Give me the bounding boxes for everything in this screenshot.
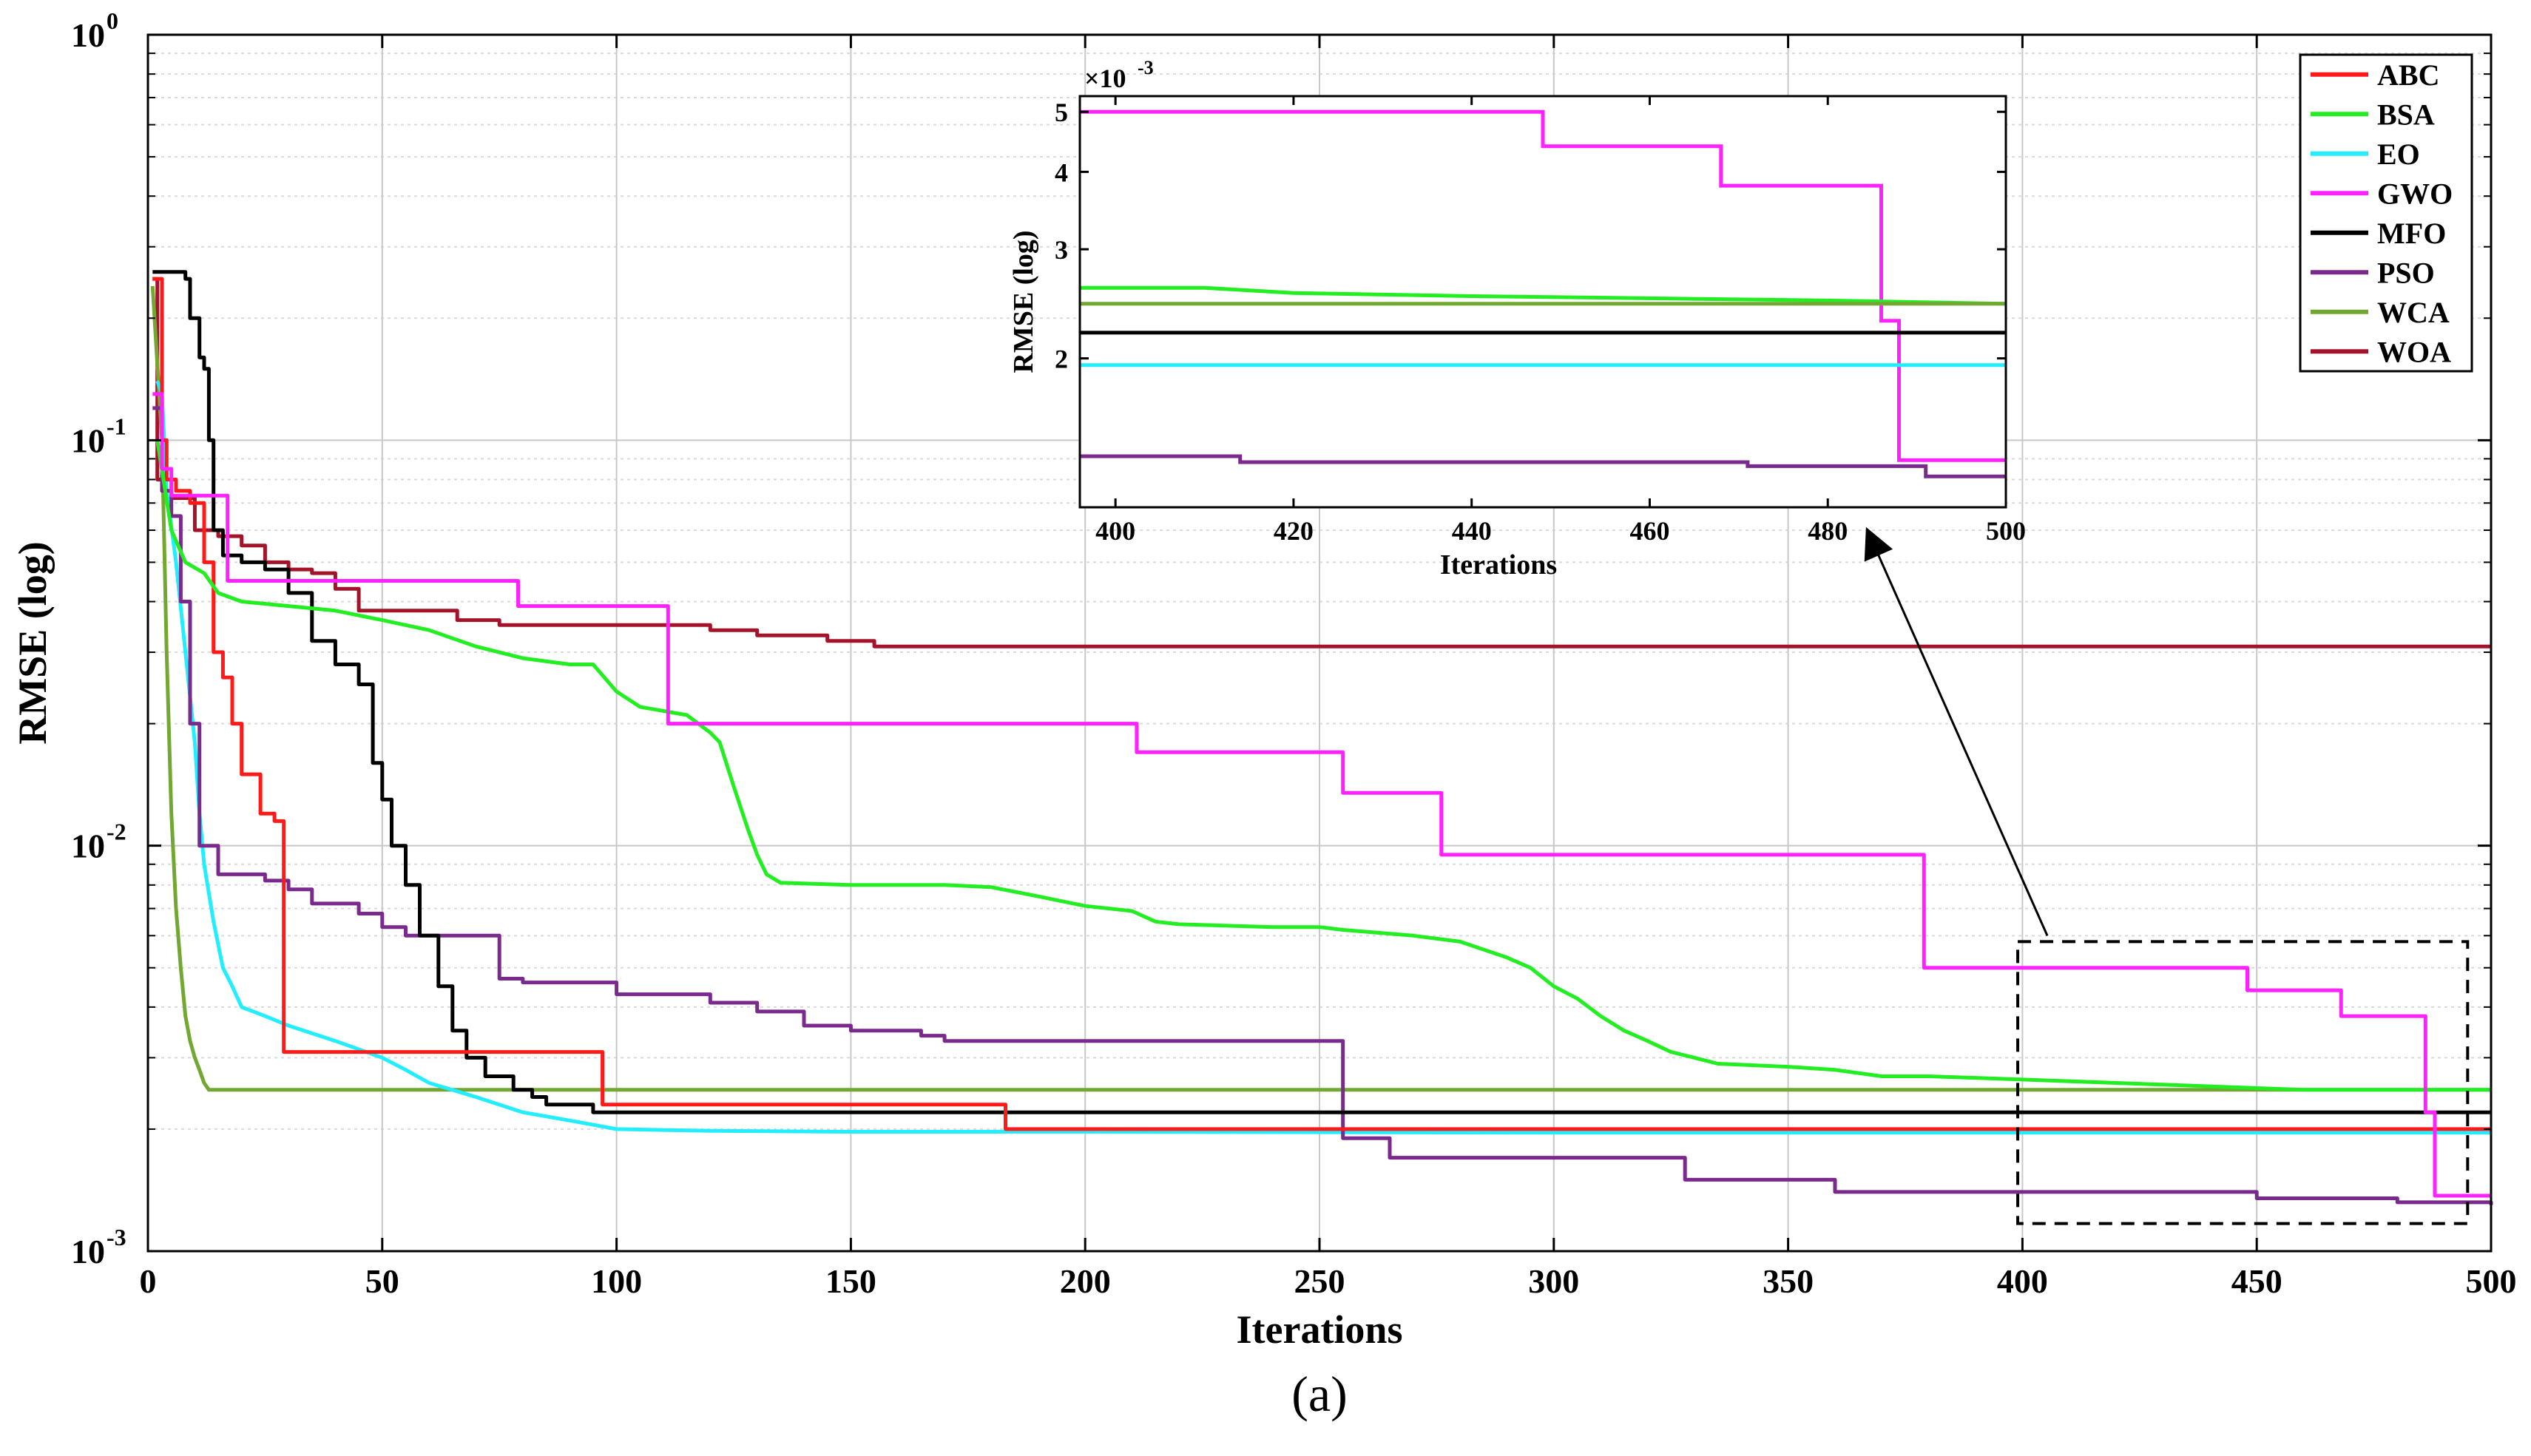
y-tick-exp: -3 [107, 1224, 126, 1250]
legend-item: WOA [2311, 335, 2451, 368]
y-tick-label: 10 -3 [71, 1224, 126, 1270]
y-tick-label: 10 0 [71, 7, 118, 54]
inset-series-group [1080, 109, 2007, 478]
legend-label: WCA [2377, 296, 2450, 329]
x-tick-label: 200 [1060, 1262, 1111, 1300]
legend-item: ABC [2311, 58, 2439, 92]
inset-x-tick-label: 480 [1808, 516, 1848, 546]
legend-label: EO [2377, 138, 2420, 171]
legend-item: MFO [2311, 217, 2446, 250]
y-tick-base: 10 [71, 16, 105, 54]
y-tick-exp: -2 [107, 819, 126, 845]
inset-series-line-bsa [1080, 285, 2007, 306]
inset-series-line-gwo [1080, 109, 2006, 462]
series-line-mfo [152, 270, 2491, 1114]
inset-x-tick-label: 420 [1274, 516, 1314, 546]
y-tick-label: 10 -1 [71, 413, 126, 459]
y-tick-label: 10 -2 [71, 819, 126, 865]
y-tick-exp: 0 [107, 7, 118, 34]
x-tick-label: 250 [1294, 1262, 1345, 1300]
inset-series-line-pso [1080, 454, 2006, 478]
series-group [150, 270, 2493, 1205]
y-tick-base: 10 [71, 1233, 105, 1270]
inset-y-tick-label: 2 [1055, 345, 1068, 374]
series-line-bsa [155, 439, 2491, 1092]
legend-label: PSO [2377, 256, 2435, 289]
legend-item: BSA [2311, 98, 2435, 131]
x-tick-label: 500 [2466, 1262, 2517, 1300]
series-line-abc [152, 277, 2491, 1131]
legend-box [2299, 53, 2473, 373]
inset-x-tick-label: 460 [1629, 516, 1669, 546]
zoom-region-box [2016, 940, 2470, 1225]
inset-y-axis-label: RMSE (log) [1008, 230, 1039, 373]
legend-label: MFO [2377, 217, 2446, 250]
inset-x-tick-label: 400 [1095, 516, 1135, 546]
series-line-gwo [152, 392, 2491, 1198]
x-tick-label: 50 [365, 1262, 399, 1300]
legend-label: ABC [2377, 58, 2439, 92]
y-tick-base: 10 [71, 421, 105, 459]
x-tick-label: 0 [140, 1262, 157, 1300]
y-tick-base: 10 [71, 827, 105, 865]
x-tick-label: 450 [2231, 1262, 2282, 1300]
inset-multiplier-exp: -3 [1138, 57, 1154, 78]
inset-y-tick-label: 4 [1055, 158, 1068, 187]
inset-x-tick-label: 500 [1986, 516, 2026, 546]
inset-multiplier-base: ×10 [1084, 64, 1126, 93]
figure-caption: (a) [1291, 1366, 1347, 1422]
series-line-wca [150, 285, 2491, 1092]
inset-y-tick-label: 3 [1055, 235, 1068, 265]
legend-item: EO [2311, 138, 2420, 171]
legend-label: GWO [2377, 177, 2453, 210]
y-tick-exp: -1 [107, 413, 126, 439]
series-line-woa [152, 277, 2491, 649]
series-line-pso [152, 406, 2493, 1205]
inset-frame [1078, 95, 2007, 509]
legend-label: BSA [2377, 98, 2435, 131]
x-tick-label: 400 [1997, 1262, 2048, 1300]
inset-y-tick-label: 5 [1055, 98, 1068, 127]
x-tick-label: 300 [1528, 1262, 1579, 1300]
x-tick-label: 150 [825, 1262, 876, 1300]
x-tick-label: 100 [591, 1262, 642, 1300]
legend-label: WOA [2377, 335, 2451, 368]
inset-x-tick-label: 440 [1452, 516, 1492, 546]
x-tick-label: 350 [1763, 1262, 1814, 1300]
inset-ticks: 400 420 440 460 480 500 2 3 4 5 [1055, 96, 2026, 546]
y-axis-label: RMSE (log) [10, 541, 55, 744]
legend-item: WCA [2311, 296, 2450, 329]
inset-x-axis-label: Iterations [1440, 549, 1557, 580]
legend: ABC BSA EO GWO MFO PSO WCA WOA [2299, 53, 2473, 373]
legend-item: GWO [2311, 177, 2453, 210]
ticks: 0 50 100 150 200 250 300 350 400 450 50010-310-210… [71, 7, 2517, 1300]
legend-item: PSO [2311, 256, 2435, 289]
zoom-arrow [1864, 526, 2049, 936]
x-axis-label: Iterations [1237, 1307, 1403, 1352]
